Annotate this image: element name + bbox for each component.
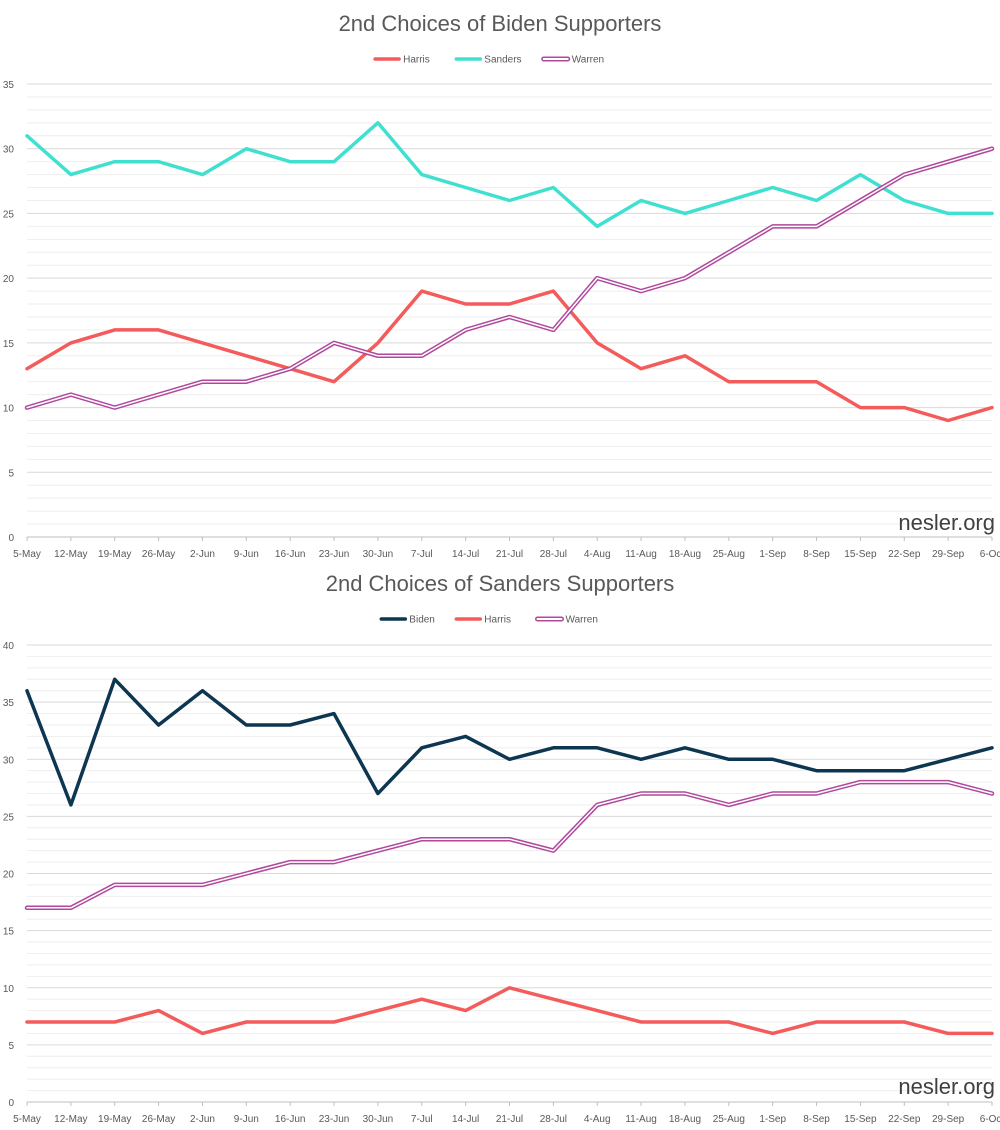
legend-label: Harris [403,55,430,66]
y-tick-label: 15 [3,339,15,350]
x-tick-label: 19-May [98,1114,131,1125]
x-tick-label: 4-Aug [584,1114,611,1125]
y-tick-label: 5 [8,468,14,479]
legend-item-sanders: Sanders [454,55,522,66]
x-tick-label: 9-Jun [234,549,259,560]
series-line-inner-warren [26,147,993,409]
y-tick-label: 25 [3,812,15,823]
x-tick-label: 1-Sep [759,1114,786,1125]
y-tick-label: 10 [3,984,15,995]
x-tick-label: 12-May [54,549,87,560]
x-tick-label: 28-Jul [540,549,567,560]
y-tick-label: 0 [8,533,14,544]
legend-label: Harris [484,615,511,626]
series-line-warren [24,779,995,911]
legend-item-warren: Warren [535,615,598,626]
chart-title: 2nd Choices of Sanders Supporters [326,571,675,596]
x-tick-label: 5-May [13,1114,41,1125]
x-tick-label: 8-Sep [803,549,830,560]
x-tick-label: 8-Sep [803,1114,830,1125]
sanders-chart-svg: 0 5 10 15 20 25 30 35 40 5-May 12-May 19-May 26-May 2… [3,571,1000,1125]
y-tick-label: 20 [3,870,15,881]
y-tick-label: 0 [8,1098,14,1109]
x-tick-label: 9-Jun [234,1114,259,1125]
y-tick-label: 25 [3,209,15,220]
sanders-supporters-chart: 0 5 10 15 20 25 30 35 40 5-May 12-May 19-May 26-May 2… [0,565,1000,1130]
x-tick-label: 28-Jul [540,1114,567,1125]
x-tick-label: 15-Sep [844,1114,877,1125]
x-tick-label: 5-May [13,549,41,560]
x-tick-label: 6-Oct [980,1114,1000,1125]
x-tick-label: 18-Aug [669,549,701,560]
x-tick-label: 22-Sep [888,549,921,560]
x-tick-label: 12-May [54,1114,87,1125]
x-tick-label: 21-Jul [496,549,523,560]
x-tick-label: 26-May [142,1114,175,1125]
watermark-text: nesler.org [898,1074,995,1099]
series-line-harris [25,289,994,423]
series-line-biden [25,677,994,807]
x-tick-label: 1-Sep [759,549,786,560]
x-tick-label: 18-Aug [669,1114,701,1125]
biden-supporters-chart: 0 5 10 15 20 25 30 35 5-May 12-May 19-May 26-May 2-J… [3,11,1000,560]
biden-chart-svg: 0 5 10 15 20 25 30 35 5-May 12-May 19-May 26-May 2-J… [3,11,1000,560]
legend-item-warren: Warren [541,55,604,66]
x-tick-label: 30-Jun [363,549,394,560]
x-tick-label: 11-Aug [625,549,657,560]
x-tick-label: 25-Aug [713,1114,745,1125]
x-tick-label: 7-Jul [411,1114,433,1125]
legend-item-harris: Harris [454,615,511,626]
x-tick-label: 29-Sep [932,1114,965,1125]
y-tick-label: 15 [3,927,15,938]
x-tick-label: 11-Aug [625,1114,657,1125]
y-tick-label: 5 [8,1041,14,1052]
x-tick-label: 6-Oct [980,549,1000,560]
y-tick-label: 30 [3,755,15,766]
legend-label: Biden [409,615,435,626]
y-tick-label: 30 [3,145,15,156]
x-tick-label: 2-Jun [190,549,215,560]
y-tick-label: 35 [3,698,15,709]
legend-label: Sanders [484,55,521,66]
x-tick-label: 16-Jun [275,549,306,560]
x-tick-label: 4-Aug [584,549,611,560]
y-tick-label: 10 [3,404,15,415]
y-tick-label: 20 [3,274,15,285]
x-tick-label: 15-Sep [844,549,877,560]
x-tick-label: 19-May [98,549,131,560]
x-tick-label: 22-Sep [888,1114,921,1125]
x-tick-label: 23-Jun [319,549,350,560]
legend-item-biden: Biden [379,615,435,626]
x-tick-label: 14-Jul [452,1114,479,1125]
y-tick-label: 40 [3,641,15,652]
x-tick-label: 14-Jul [452,549,479,560]
series-line-sanders [25,121,994,229]
x-tick-label: 29-Sep [932,549,965,560]
x-tick-label: 23-Jun [319,1114,350,1125]
x-tick-label: 21-Jul [496,1114,523,1125]
legend-label: Warren [566,615,598,626]
x-tick-label: 30-Jun [363,1114,394,1125]
series-line-inner-warren [26,781,993,909]
x-tick-label: 26-May [142,549,175,560]
series-line-harris [25,986,994,1036]
watermark-text: nesler.org [898,510,995,535]
legend-item-harris: Harris [373,55,430,66]
x-tick-label: 2-Jun [190,1114,215,1125]
y-tick-label: 35 [3,80,15,91]
x-tick-label: 16-Jun [275,1114,306,1125]
legend-label: Warren [572,55,604,66]
x-tick-label: 25-Aug [713,549,745,560]
chart-title: 2nd Choices of Biden Supporters [339,11,662,36]
x-tick-label: 7-Jul [411,549,433,560]
